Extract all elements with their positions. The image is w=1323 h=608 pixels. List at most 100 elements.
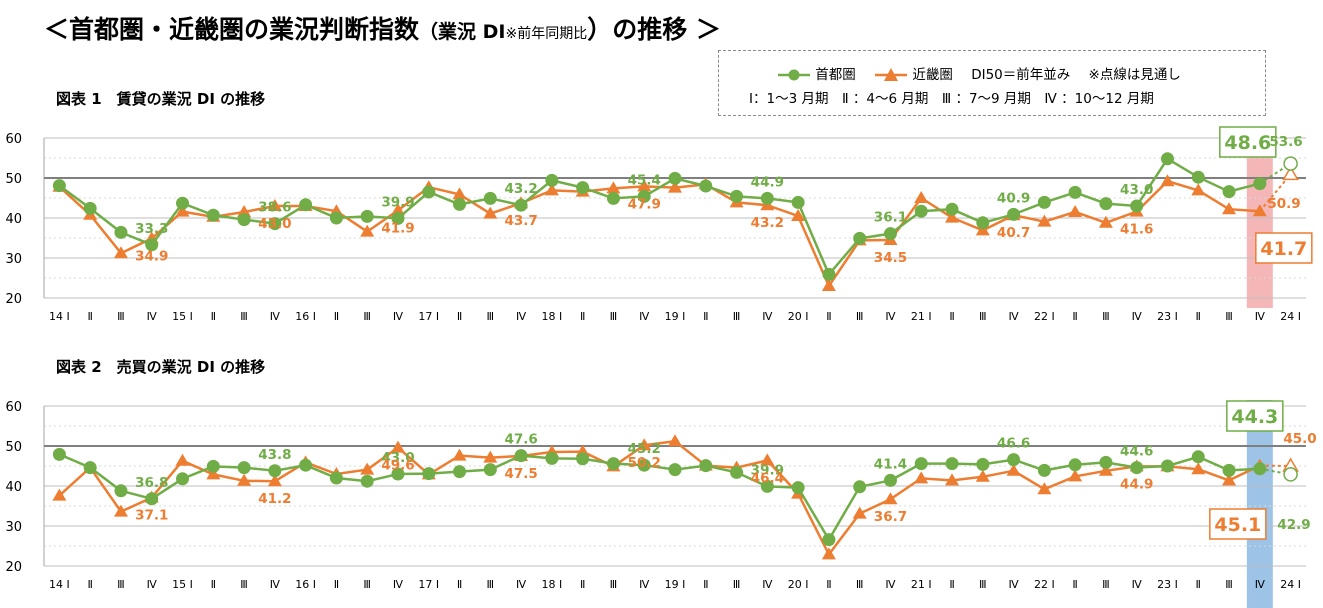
chart1-series-1-point: [975, 223, 990, 236]
title-main-text: ＜首都圏・近畿圏の業況判断指数: [44, 15, 420, 44]
chart2-x-tick-label: 17 Ⅰ: [418, 578, 439, 591]
chart2-series-1-point: [975, 469, 990, 482]
chart1-data-label: 43.7: [504, 213, 537, 229]
chart2-series-0-point: [853, 480, 867, 494]
chart1-series-1-forecast-line: [1259, 173, 1292, 212]
chart2-x-tick-label: Ⅱ: [949, 578, 954, 591]
chart1-series-0-point: [483, 191, 497, 205]
chart2-x-tick-label: Ⅳ: [1255, 578, 1266, 591]
chart2-x-tick-label: Ⅱ: [703, 578, 708, 591]
chart1-series-1-point: [1068, 205, 1083, 217]
chart1-series-0-point: [822, 267, 836, 281]
chart2-series-1-point: [668, 434, 682, 447]
chart1-series-1-point: [945, 210, 959, 223]
chart1-x-tick-label: 21 Ⅰ: [911, 310, 932, 323]
chart2-x-tick-label: Ⅲ: [363, 578, 371, 591]
chart1-data-label: 40.9: [997, 190, 1030, 206]
chart2-series-0-point: [976, 457, 990, 471]
chart2-series-0-point: [1253, 462, 1267, 476]
chart1-series-1-point: [391, 203, 405, 216]
chart2-series-0-point: [606, 457, 620, 471]
chart1-series-0-point: [52, 179, 66, 193]
chart1-x-tick-label: 15 Ⅰ: [172, 310, 193, 323]
chart1-x-tick-label: 16 Ⅰ: [295, 310, 316, 323]
chart2-data-label: 41.2: [258, 491, 291, 507]
chart2-series-1-point: [637, 438, 652, 451]
chart2-series-0-point: [1130, 461, 1144, 475]
chart2-data-label: 37.1: [135, 508, 168, 524]
chart2-series-1-point: [914, 471, 929, 484]
chart1-x-tick-label: Ⅱ: [580, 310, 585, 323]
chart2-series-0-point: [268, 464, 282, 478]
chart2-series-0-point: [914, 457, 928, 471]
chart1-series-0-point: [453, 197, 467, 211]
chart1-data-label: 43.2: [751, 215, 784, 231]
chart1-series-0-point: [1222, 185, 1236, 199]
page-title: ＜首都圏・近畿圏の業況判断指数（業況 DI※前年同期比）の推移 ＞: [44, 10, 721, 46]
chart2-series-0-point: [699, 459, 713, 473]
chart2-x-tick-label: 19 Ⅰ: [665, 578, 686, 591]
chart2-series-1-point: [483, 450, 498, 463]
chart2-series-0-point: [237, 461, 251, 475]
chart2-series-1-point: [1098, 463, 1113, 476]
chart1-series-0-point: [145, 238, 159, 252]
chart1-data-label: 43.0: [1120, 182, 1153, 198]
chart1-x-tick-label: 23 Ⅰ: [1157, 310, 1178, 323]
chart1-series-0-point: [576, 181, 590, 195]
chart2-x-tick-label: Ⅱ: [580, 578, 585, 591]
chart2-series-1-point: [883, 492, 898, 505]
chart1-data-label: 40.7: [997, 225, 1030, 241]
chart2-plot: 20 30 40 50 60 14 Ⅰ Ⅱ Ⅲ Ⅳ 15 Ⅰ Ⅱ Ⅲ Ⅳ 16 Ⅰ Ⅱ Ⅲ Ⅳ 17 Ⅰ Ⅱ Ⅲ Ⅳ 18…: [5, 400, 1317, 608]
chart2-x-tick-label: Ⅱ: [211, 578, 216, 591]
chart2-series-1-point: [760, 453, 775, 466]
chart2-x-tick-label: Ⅱ: [334, 578, 339, 591]
chart1-x-tick-label: Ⅲ: [363, 310, 371, 323]
chart2-x-tick-label: Ⅲ: [240, 578, 248, 591]
chart1-x-tick-label: Ⅲ: [117, 310, 125, 323]
chart2-series-1-point: [452, 448, 467, 461]
chart2-series-0-point: [1099, 455, 1113, 469]
legend-series2-label: 近畿圏: [912, 67, 953, 83]
chart1-series-0-point: [237, 213, 251, 227]
chart1-series-0-point: [422, 185, 436, 199]
chart1-data-label: 53.6: [1269, 134, 1302, 150]
chart1-series-1-point: [1160, 174, 1175, 187]
chart2-boxed-label-frame: [1226, 400, 1284, 432]
chart2-series-0-point: [822, 533, 836, 547]
chart2-y-tick-label: 60: [5, 400, 22, 415]
chart2-series-1-point: [114, 504, 128, 517]
chart2-series-1-point: [206, 467, 221, 480]
chart1-y-tick-label: 20: [5, 292, 22, 307]
chart2-series-0-point: [206, 459, 220, 473]
chart2-series-0-point: [1191, 450, 1205, 464]
legend-box: 首都圏 近畿圏 DI50＝前年並み ※点線は見通し Ⅰ：1〜3 月期 Ⅱ ：4〜…: [718, 50, 1266, 116]
chart1-x-tick-label: Ⅳ: [762, 310, 773, 323]
chart1-highlight-band: [1246, 132, 1273, 308]
chart1-x-tick-label: Ⅱ: [703, 310, 708, 323]
chart2-y-tick-label: 20: [5, 560, 22, 575]
chart1-title: 図表 1 賃貸の業況 DI の推移: [56, 90, 266, 108]
chart2-series-0-point: [360, 474, 374, 488]
chart2-x-tick-label: Ⅲ: [856, 578, 864, 591]
chart2-data-label: 44.6: [1120, 444, 1153, 460]
chart1-series-0-point: [668, 171, 682, 185]
chart1-x-tick-label: 19 Ⅰ: [665, 310, 686, 323]
chart2-data-label: 42.9: [1277, 517, 1310, 533]
chart1-series-1-point: [267, 199, 282, 211]
chart1-boxed-label-frame: [1255, 232, 1313, 264]
chart2-series-0-point: [1037, 463, 1051, 477]
chart2-data-label: 36.7: [874, 509, 907, 525]
chart1-x-tick-label: Ⅱ: [949, 310, 954, 323]
chart1-series-1-point: [1222, 202, 1236, 215]
chart1-x-tick-label: Ⅳ: [393, 310, 404, 323]
chart2-series-1-point: [237, 473, 252, 486]
chart2-series-1-point: [52, 488, 67, 501]
chart2-boxed-label-frame: [1209, 508, 1267, 540]
chart2-data-label: 50.2: [628, 455, 661, 471]
chart1-series-0-point: [606, 191, 620, 205]
chart2-x-tick-label: 23 Ⅰ: [1157, 578, 1178, 591]
chart2-x-tick-label: Ⅲ: [117, 578, 125, 591]
chart1-x-tick-label: 18 Ⅰ: [542, 310, 563, 323]
chart2-series-0-point: [1007, 453, 1021, 467]
chart1-x-tick-label: Ⅲ: [487, 310, 495, 323]
